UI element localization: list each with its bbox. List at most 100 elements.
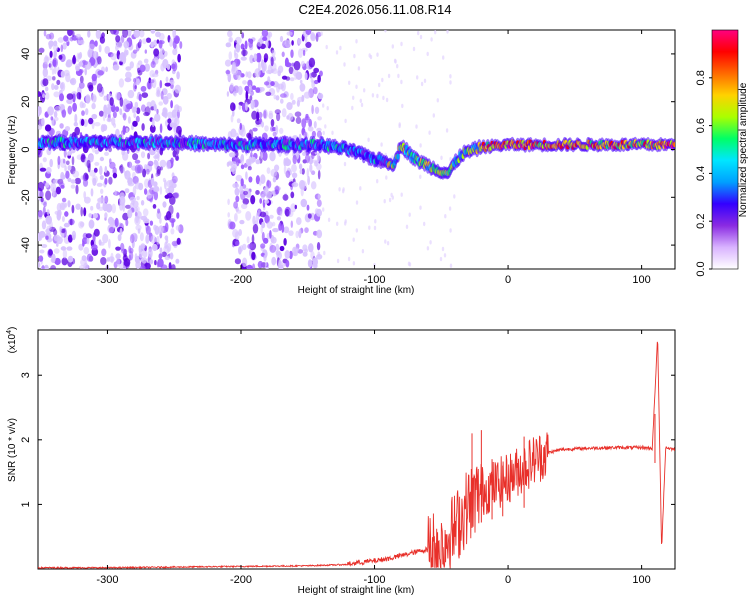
noise-blob <box>38 255 44 262</box>
noise-blob <box>302 251 308 257</box>
noise-blob <box>299 79 303 84</box>
noise-blob <box>129 196 137 202</box>
noise-blob <box>396 63 399 69</box>
noise-blob <box>279 211 283 217</box>
noise-blob <box>134 159 141 164</box>
noise-blob <box>453 194 456 199</box>
noise-blob <box>49 158 53 168</box>
noise-blob <box>138 249 143 259</box>
noise-blob <box>348 80 351 86</box>
noise-blob <box>232 183 240 189</box>
noise-blob <box>72 170 80 178</box>
noise-blob <box>310 32 316 40</box>
spectrogram-y-tick-label: 20 <box>20 96 32 108</box>
noise-blob <box>227 72 232 83</box>
noise-blob <box>108 238 111 249</box>
noise-blob <box>84 67 87 76</box>
noise-blob <box>143 218 150 224</box>
noise-blob <box>38 47 45 53</box>
noise-blob <box>75 184 79 195</box>
noise-blob <box>78 81 85 89</box>
noise-blob <box>263 110 267 119</box>
noise-blob <box>235 43 241 53</box>
noise-blob <box>65 170 70 179</box>
noise-blob <box>125 127 129 133</box>
noise-blob <box>276 216 281 221</box>
noise-blob <box>235 174 243 182</box>
snr-y-axis-label: SNR (10 * v/v) <box>7 418 18 482</box>
noise-blob <box>115 35 121 43</box>
noise-blob <box>41 117 45 127</box>
colorbar-ticks: 0.0 0.2 0.4 0.6 0.8 <box>695 70 712 277</box>
noise-blob <box>127 116 131 124</box>
noise-blob <box>90 205 94 211</box>
noise-blob <box>274 185 280 195</box>
noise-blob <box>88 117 94 125</box>
colorbar-tick-label: 0.6 <box>695 118 707 133</box>
noise-blob <box>355 200 359 205</box>
noise-blob <box>324 124 327 129</box>
noise-blob <box>278 222 282 231</box>
noise-blob <box>71 56 77 65</box>
spectrogram-y-tick-label: -40 <box>20 237 32 253</box>
noise-blob <box>135 206 140 213</box>
noise-blob <box>52 76 56 81</box>
noise-blob <box>45 92 50 100</box>
snr-x-axis-label: Height of straight line (km) <box>298 585 415 596</box>
noise-blob <box>158 40 163 49</box>
noise-blob <box>428 130 431 135</box>
noise-blob <box>270 119 275 127</box>
noise-blob <box>290 92 294 101</box>
svg-text:(x104): (x104) <box>6 327 18 354</box>
noise-blob <box>319 70 323 77</box>
noise-blob <box>229 36 234 43</box>
noise-blob <box>408 212 411 217</box>
noise-blob <box>178 130 182 138</box>
noise-blob <box>165 76 169 83</box>
noise-blob <box>64 126 71 132</box>
noise-blob <box>84 174 89 180</box>
noise-blob <box>265 91 272 97</box>
noise-blob <box>140 264 146 269</box>
noise-blob <box>271 49 276 57</box>
noise-blob <box>104 195 109 204</box>
noise-blob <box>70 184 76 189</box>
noise-blob <box>38 124 43 130</box>
noise-blob <box>171 63 176 70</box>
noise-blob <box>159 123 163 134</box>
noise-blob <box>91 113 98 120</box>
noise-blob <box>71 230 77 240</box>
noise-blob <box>132 185 137 196</box>
noise-blob <box>45 86 49 92</box>
noise-blob <box>374 219 377 224</box>
noise-blob <box>150 61 156 68</box>
noise-blob <box>156 86 161 94</box>
noise-blob <box>359 98 362 104</box>
noise-blob <box>243 190 249 196</box>
noise-blob <box>91 73 98 82</box>
noise-blob <box>277 261 284 269</box>
noise-blob <box>289 77 295 82</box>
noise-blob <box>41 244 48 248</box>
noise-blob <box>75 33 81 39</box>
noise-blob <box>171 175 178 184</box>
noise-blob <box>352 261 356 266</box>
noise-blob <box>234 187 240 196</box>
snr-scale-factor: (x104) <box>6 327 18 354</box>
noise-blob <box>242 80 247 85</box>
noise-blob <box>158 101 163 106</box>
noise-blob <box>132 176 139 184</box>
noise-blob <box>224 59 232 67</box>
snr-scale-exponent: 4 <box>6 330 13 334</box>
snr-y-ticks: 1 2 3 <box>20 372 675 507</box>
spectrogram-y-ticks: -40 -20 0 20 40 <box>20 48 675 253</box>
noise-blob <box>317 193 321 200</box>
noise-blob <box>150 177 154 185</box>
noise-blob <box>135 115 140 123</box>
noise-blob <box>122 112 127 121</box>
noise-blob <box>147 152 151 160</box>
colorbar-label: Normalized spectral amplitude <box>738 82 749 217</box>
noise-blob <box>79 39 85 45</box>
noise-blob <box>288 230 294 237</box>
noise-blob <box>236 118 241 124</box>
